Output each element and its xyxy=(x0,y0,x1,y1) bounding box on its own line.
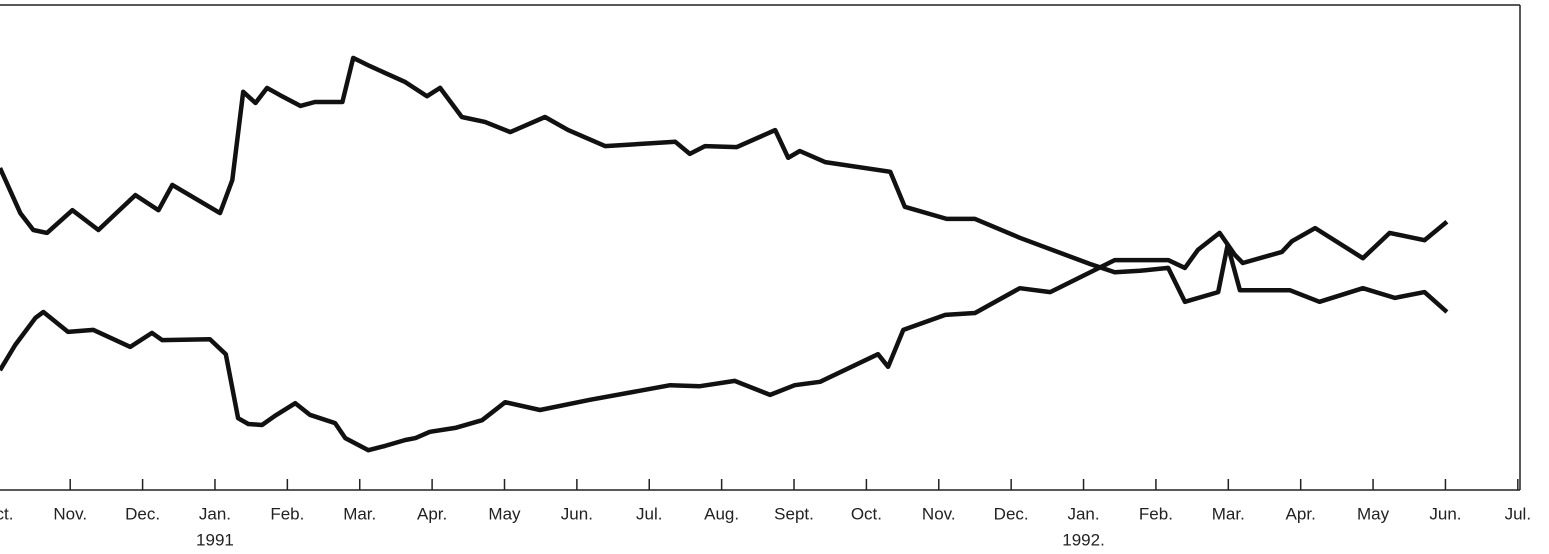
x-tick-label: May xyxy=(1357,504,1390,523)
x-tick-label: Sept. xyxy=(774,504,814,523)
x-tick-label: Apr. xyxy=(1286,504,1316,523)
year-label: 1991 xyxy=(196,530,234,549)
x-tick-label: Jun. xyxy=(1429,504,1461,523)
x-tick-label: Mar. xyxy=(1212,504,1245,523)
x-tick-label: May xyxy=(488,504,521,523)
x-tick-label: Jun. xyxy=(561,504,593,523)
x-tick-label: Aug. xyxy=(704,504,739,523)
x-tick-label: Apr. xyxy=(417,504,447,523)
x-tick-label: Jul. xyxy=(1505,504,1531,523)
x-tick-label: Feb. xyxy=(270,504,304,523)
x-tick-label: Jan. xyxy=(199,504,231,523)
year-label: 1992. xyxy=(1062,530,1105,549)
x-tick-label: Nov. xyxy=(922,504,956,523)
series-line xyxy=(0,220,1449,453)
x-tick-label: Dec. xyxy=(125,504,160,523)
x-tick-label: Dec. xyxy=(994,504,1029,523)
x-tick-label: Jan. xyxy=(1067,504,1099,523)
series-line xyxy=(0,55,1449,314)
x-tick-label: Mar. xyxy=(343,504,376,523)
x-tick-label: Oct. xyxy=(851,504,882,523)
x-tick-label: Jul. xyxy=(636,504,662,523)
x-tick-label: Nov. xyxy=(53,504,87,523)
x-tick-label: Feb. xyxy=(1139,504,1173,523)
x-tick-label: Oct. xyxy=(0,504,13,523)
